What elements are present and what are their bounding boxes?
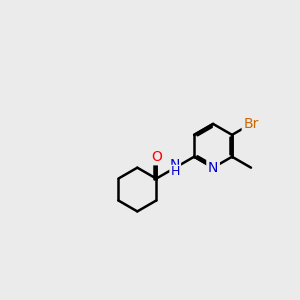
- Text: O: O: [151, 150, 162, 164]
- Text: N: N: [170, 158, 180, 172]
- Text: N: N: [208, 161, 218, 175]
- Text: Br: Br: [243, 117, 259, 131]
- Text: H: H: [170, 165, 180, 178]
